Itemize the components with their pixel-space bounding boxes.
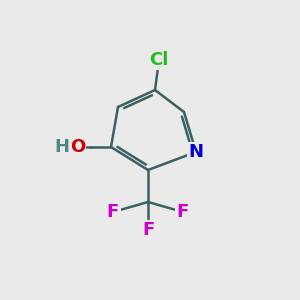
Text: Cl: Cl bbox=[149, 51, 169, 69]
Text: O: O bbox=[70, 138, 85, 156]
Text: N: N bbox=[188, 143, 203, 161]
Text: H: H bbox=[54, 138, 69, 156]
Text: F: F bbox=[177, 203, 189, 221]
Text: F: F bbox=[107, 203, 119, 221]
Text: F: F bbox=[142, 221, 154, 239]
